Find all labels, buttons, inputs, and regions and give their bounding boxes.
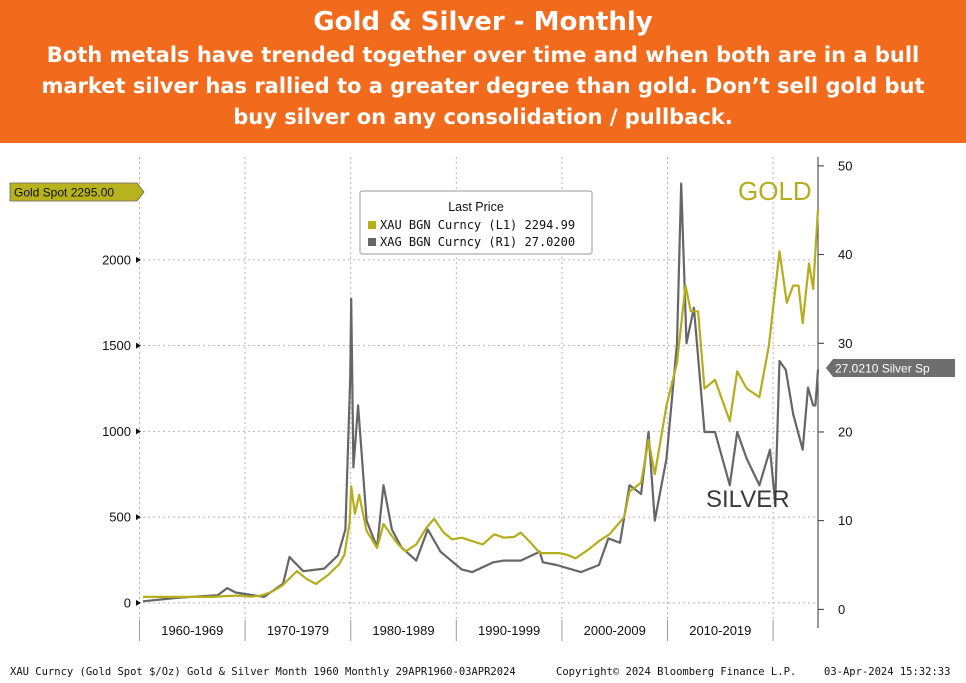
legend-entry: XAG BGN Curncy (R1) 27.0200: [380, 235, 575, 249]
left-tick-label: 1000: [102, 424, 131, 439]
left-tick-label: 2000: [102, 252, 131, 267]
decade-label: 1990-1999: [478, 623, 540, 638]
gold-spot-tag-label: Gold Spot 2295.00: [14, 186, 114, 200]
left-tick-label: 1500: [102, 338, 131, 353]
chart-axes: 1960-1969 1970-1979 1980-1989 1990-1999 2000…: [102, 157, 852, 641]
gold-price-line: [143, 209, 820, 598]
silver-price-line: [142, 182, 820, 603]
legend-entry: XAU BGN Curncy (L1) 2294.99: [380, 218, 575, 232]
grid-lines: [139, 157, 818, 620]
right-tick-label: 20: [838, 424, 852, 439]
page-title: Gold & Silver - Monthly: [313, 7, 653, 37]
silver-annotation: SILVER: [706, 486, 790, 513]
silver-spot-tag-label: 27.0210 Silver Sp: [835, 362, 930, 376]
gold-annotation: GOLD: [738, 176, 812, 206]
legend-box: [359, 190, 593, 255]
silver-spot-tag: [826, 359, 955, 377]
decade-label: 1960-1969: [161, 623, 223, 638]
series-lines: [142, 182, 820, 603]
left-tick-mark: [136, 514, 141, 521]
left-tick-mark: [136, 342, 141, 349]
gold-spot-tag: [9, 182, 145, 202]
decade-label: 2010-2019: [689, 623, 751, 638]
right-tick-label: 30: [838, 336, 852, 351]
right-tick-label: 0: [838, 602, 845, 617]
left-tick-mark: [136, 256, 141, 263]
page-subtitle: Both metals have trended together over t…: [41, 43, 925, 129]
last-value-tags: Gold Spot 2295.00 27.0210 Silver Sp: [9, 182, 955, 377]
legend-swatch: [368, 221, 376, 229]
right-tick-label: 10: [838, 513, 852, 528]
left-tick-mark: [136, 428, 141, 435]
decade-label: 2000-2009: [584, 623, 646, 638]
left-tick-mark: [136, 599, 141, 606]
right-tick-label: 40: [838, 247, 852, 262]
decade-label: 1980-1989: [372, 623, 434, 638]
footer-copyright: Copyright© 2024 Bloomberg Finance L.P.: [556, 666, 797, 678]
footer-source: XAU Curncy (Gold Spot $/Oz) Gold & Silve…: [10, 666, 516, 678]
annotations: GOLD SILVER: [706, 176, 812, 513]
left-tick-label: 500: [109, 510, 131, 525]
footer: XAU Curncy (Gold Spot $/Oz) Gold & Silve…: [0, 662, 966, 683]
decade-label: 1970-1979: [267, 623, 329, 638]
footer-timestamp: 03-Apr-2024 15:32:33: [824, 666, 951, 678]
legend-title: Last Price: [448, 200, 504, 214]
legend: Last Price XAU BGN Curncy (L1) 2294.99 XAG…: [359, 190, 593, 255]
gold-silver-chart: 1960-1969 1970-1979 1980-1989 1990-1999 2000…: [9, 157, 955, 641]
right-tick-label: 50: [838, 158, 852, 173]
title-banner: Gold & Silver - Monthly Both metals have…: [0, 0, 966, 143]
left-tick-label: 0: [124, 595, 131, 610]
legend-swatch: [368, 238, 376, 246]
